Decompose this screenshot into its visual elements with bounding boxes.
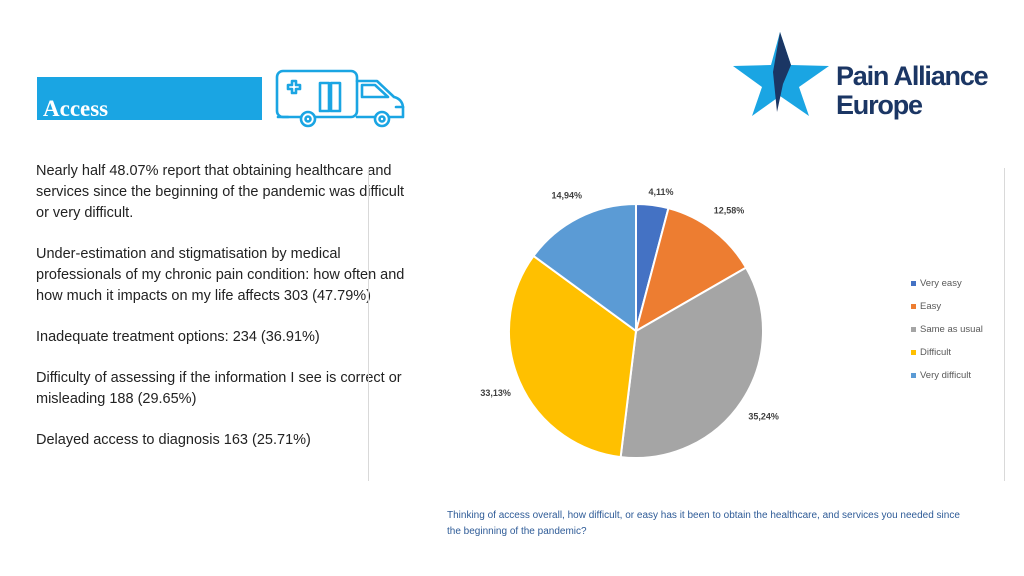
data-label-difficult: 33,13% xyxy=(480,388,511,398)
data-label-very-easy: 4,11% xyxy=(648,187,673,197)
logo-wordmark: Pain Alliance Europe xyxy=(836,61,989,120)
bullet-3: Inadequate treatment options: 234 (36.91… xyxy=(36,329,320,345)
data-label-easy: 12,58% xyxy=(714,206,745,216)
ambulance-icon xyxy=(275,69,405,128)
legend-label-easy: Easy xyxy=(920,301,941,312)
star-logo-icon xyxy=(733,32,829,116)
legend-label-difficult: Difficult xyxy=(920,347,951,358)
data-label-very-difficult: 14,94% xyxy=(552,191,583,201)
legend-label-very-easy: Very easy xyxy=(920,278,962,289)
pie-chart: 4,11% 12,58% 35,24% 33,13% 14,94% Very easy Ea… xyxy=(480,187,983,459)
pie-slice-easy xyxy=(634,206,748,334)
pie-slice-difficult xyxy=(508,254,638,459)
title-banner: Access xyxy=(37,77,262,121)
pie-slice-same-as-usual xyxy=(619,266,765,459)
data-label-same-as-usual: 35,24% xyxy=(748,412,779,422)
chart-caption: Thinking of access overall, how difficul… xyxy=(447,510,960,537)
legend-swatch-very-easy xyxy=(911,281,916,286)
bullet-5: Delayed access to diagnosis 163 (25.71%) xyxy=(36,432,311,448)
slide-title: Access xyxy=(43,96,109,121)
legend-swatch-very-difficult xyxy=(911,373,916,378)
logo-line-2: Europe xyxy=(836,90,923,120)
bullet-4: Difficulty of assessing if the informati… xyxy=(36,370,402,407)
legend-swatch-same-as-usual xyxy=(911,327,916,332)
chart-frame xyxy=(368,168,1005,481)
bullet-2: Under-estimation and stigmatisation by m… xyxy=(36,246,405,304)
legend-label-very-difficult: Very difficult xyxy=(920,370,971,381)
legend-label-same-as-usual: Same as usual xyxy=(920,324,983,335)
legend-swatch-difficult xyxy=(911,350,916,355)
logo-line-1: Pain Alliance xyxy=(836,61,989,91)
bullet-list: Nearly half 48.07% report that obtaining… xyxy=(36,161,408,451)
pie-slice-very-difficult xyxy=(532,202,637,333)
bullet-1: Nearly half 48.07% report that obtaining… xyxy=(36,163,405,221)
legend-swatch-easy xyxy=(911,304,916,309)
